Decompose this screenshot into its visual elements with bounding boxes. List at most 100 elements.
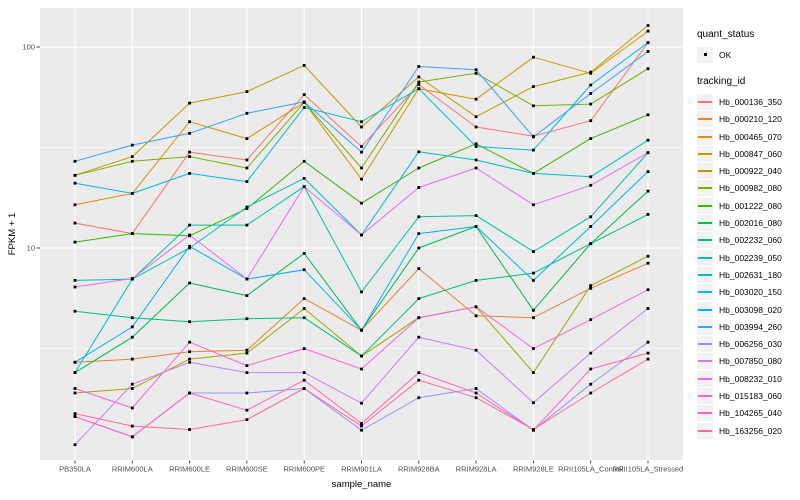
legend-key-swatch xyxy=(697,336,713,353)
x-tick-label: RRIM928LE xyxy=(513,465,554,474)
series-color-line xyxy=(698,291,712,294)
series-color-line xyxy=(698,343,712,346)
legend-item-ok: OK xyxy=(697,46,797,63)
series-points-Hb_003020_150 xyxy=(73,41,650,195)
series-color-line xyxy=(698,204,712,207)
legend-key-swatch xyxy=(697,180,713,197)
series-color-line xyxy=(698,394,712,397)
x-tick-labels: PB350LA RRIM600LA RRIM600LE RRIM600SE RRIM60… xyxy=(59,465,683,474)
series-points-Hb_007850_080 xyxy=(73,307,650,447)
legend-item-Hb_000922_040: Hb_000922_040 xyxy=(697,162,797,180)
legend-key-swatch xyxy=(697,163,713,180)
x-tick-label: RRIM928BA xyxy=(398,465,440,474)
legend-item-label: Hb_000136_350 xyxy=(719,96,782,107)
legend-key-swatch xyxy=(697,128,713,145)
series-color-line xyxy=(698,152,712,155)
series-color-line xyxy=(698,308,712,311)
x-tick-label: RRII105LA_Stressed xyxy=(613,465,683,474)
x-tick-label: RRIM600LA xyxy=(112,465,153,474)
legend-key-swatch xyxy=(697,215,713,232)
legend-key-swatch xyxy=(697,370,713,387)
legend-item-Hb_007850_080: Hb_007850_080 xyxy=(697,353,797,370)
y-tick-labels: 10 100 xyxy=(22,43,35,253)
series-points-Hb_000982_080 xyxy=(73,67,650,177)
legend-item-label: Hb_001222_080 xyxy=(719,200,782,211)
legend-item-label: Hb_000847_060 xyxy=(719,148,782,159)
legend-item-Hb_003098_020: Hb_003098_020 xyxy=(697,301,797,318)
y-axis-title: FPKM + 1 xyxy=(7,213,18,256)
legend-tracking-entries: Hb_000136_350 Hb_000210_120 Hb_000465_070 H… xyxy=(697,93,797,439)
series-color-line xyxy=(698,100,712,103)
legend-item-label: Hb_000982_080 xyxy=(719,183,782,194)
legend-item-label: Hb_008232_010 xyxy=(719,373,782,384)
legend: quant_status OK tracking_id Hb_000136_35… xyxy=(697,29,797,452)
legend-item-Hb_001222_080: Hb_001222_080 xyxy=(697,197,797,214)
series-color-line xyxy=(698,118,712,121)
legend-item-Hb_163256_020: Hb_163256_020 xyxy=(697,422,797,439)
series-color-line xyxy=(698,239,712,242)
x-tick-label: RRIM928LA xyxy=(456,465,497,474)
legend-item-Hb_104265_040: Hb_104265_040 xyxy=(697,405,797,422)
legend-item-label: Hb_163256_020 xyxy=(719,425,782,436)
legend-item-label: Hb_007850_080 xyxy=(719,356,782,367)
series-points xyxy=(73,24,650,447)
series-color-line xyxy=(698,360,712,363)
legend-item-label: Hb_002016_080 xyxy=(719,218,782,229)
point-glyph xyxy=(703,53,707,57)
series-color-line xyxy=(698,412,712,415)
series-color-line xyxy=(698,135,712,138)
legend-item-label: Hb_104265_040 xyxy=(719,408,782,419)
legend-item-label: Hb_002239_050 xyxy=(719,252,782,263)
legend-item-Hb_002239_050: Hb_002239_050 xyxy=(697,249,797,266)
x-tick-label: PB350LA xyxy=(59,465,91,474)
series-color-line xyxy=(698,256,712,259)
legend-key-swatch xyxy=(697,353,713,370)
legend-item-label: Hb_015183_060 xyxy=(719,390,782,401)
series-points-Hb_015183_060 xyxy=(73,288,650,410)
legend-item-label: Hb_003994_260 xyxy=(719,321,782,332)
legend-key-swatch xyxy=(697,232,713,249)
legend-key-swatch xyxy=(697,301,713,318)
legend-key-swatch xyxy=(697,422,713,439)
x-tick-label: RRII105LA_Control xyxy=(558,465,623,474)
legend-item-label: OK xyxy=(719,49,732,60)
axis-ticks xyxy=(36,46,649,464)
series-color-line xyxy=(698,325,712,328)
legend-key-swatch xyxy=(697,145,713,162)
x-tick-label: RRIM901LA xyxy=(341,465,382,474)
legend-item-Hb_006256_030: Hb_006256_030 xyxy=(697,335,797,353)
legend-title-quant-status: quant_status xyxy=(697,29,755,40)
series-color-line xyxy=(698,377,712,380)
series-points-Hb_003994_260 xyxy=(73,50,650,163)
legend-key-swatch xyxy=(697,387,713,404)
legend-item-label: Hb_002232_060 xyxy=(719,235,782,246)
series-color-line xyxy=(698,273,712,276)
legend-title-tracking-id: tracking_id xyxy=(697,76,746,88)
legend-item-label: Hb_000210_120 xyxy=(719,114,782,125)
legend-key-swatch xyxy=(697,284,713,301)
legend-item-label: Hb_006256_030 xyxy=(719,339,782,350)
legend-key-swatch xyxy=(697,197,713,214)
legend-item-Hb_015183_060: Hb_015183_060 xyxy=(697,387,797,404)
x-axis-title: sample_name xyxy=(332,479,392,490)
x-tick-label: RRIM600SE xyxy=(226,465,268,474)
legend-item-label: Hb_003098_020 xyxy=(719,304,782,315)
legend-section-quant-status: quant_status OK xyxy=(697,29,797,63)
x-tick-label: RRIM600PE xyxy=(283,465,325,474)
x-tick-label: RRIM600LE xyxy=(169,465,210,474)
legend-item-Hb_003994_260: Hb_003994_260 xyxy=(697,318,797,335)
legend-item-Hb_000847_060: Hb_000847_060 xyxy=(697,145,797,162)
legend-item-Hb_000982_080: Hb_000982_080 xyxy=(697,180,797,197)
legend-item-Hb_002232_060: Hb_002232_060 xyxy=(697,232,797,249)
legend-key-swatch xyxy=(697,249,713,266)
y-tick-label: 10 xyxy=(27,244,35,253)
series-points-Hb_008232_010 xyxy=(73,151,650,289)
series-color-line xyxy=(698,222,712,225)
ok-point-key xyxy=(697,46,713,63)
legend-item-label: Hb_002631_180 xyxy=(719,269,782,280)
series-points-Hb_163256_020 xyxy=(73,357,650,431)
legend-item-label: Hb_003020_150 xyxy=(719,287,782,298)
series-color-line xyxy=(698,170,712,173)
series-points-Hb_002232_060 xyxy=(73,213,650,358)
